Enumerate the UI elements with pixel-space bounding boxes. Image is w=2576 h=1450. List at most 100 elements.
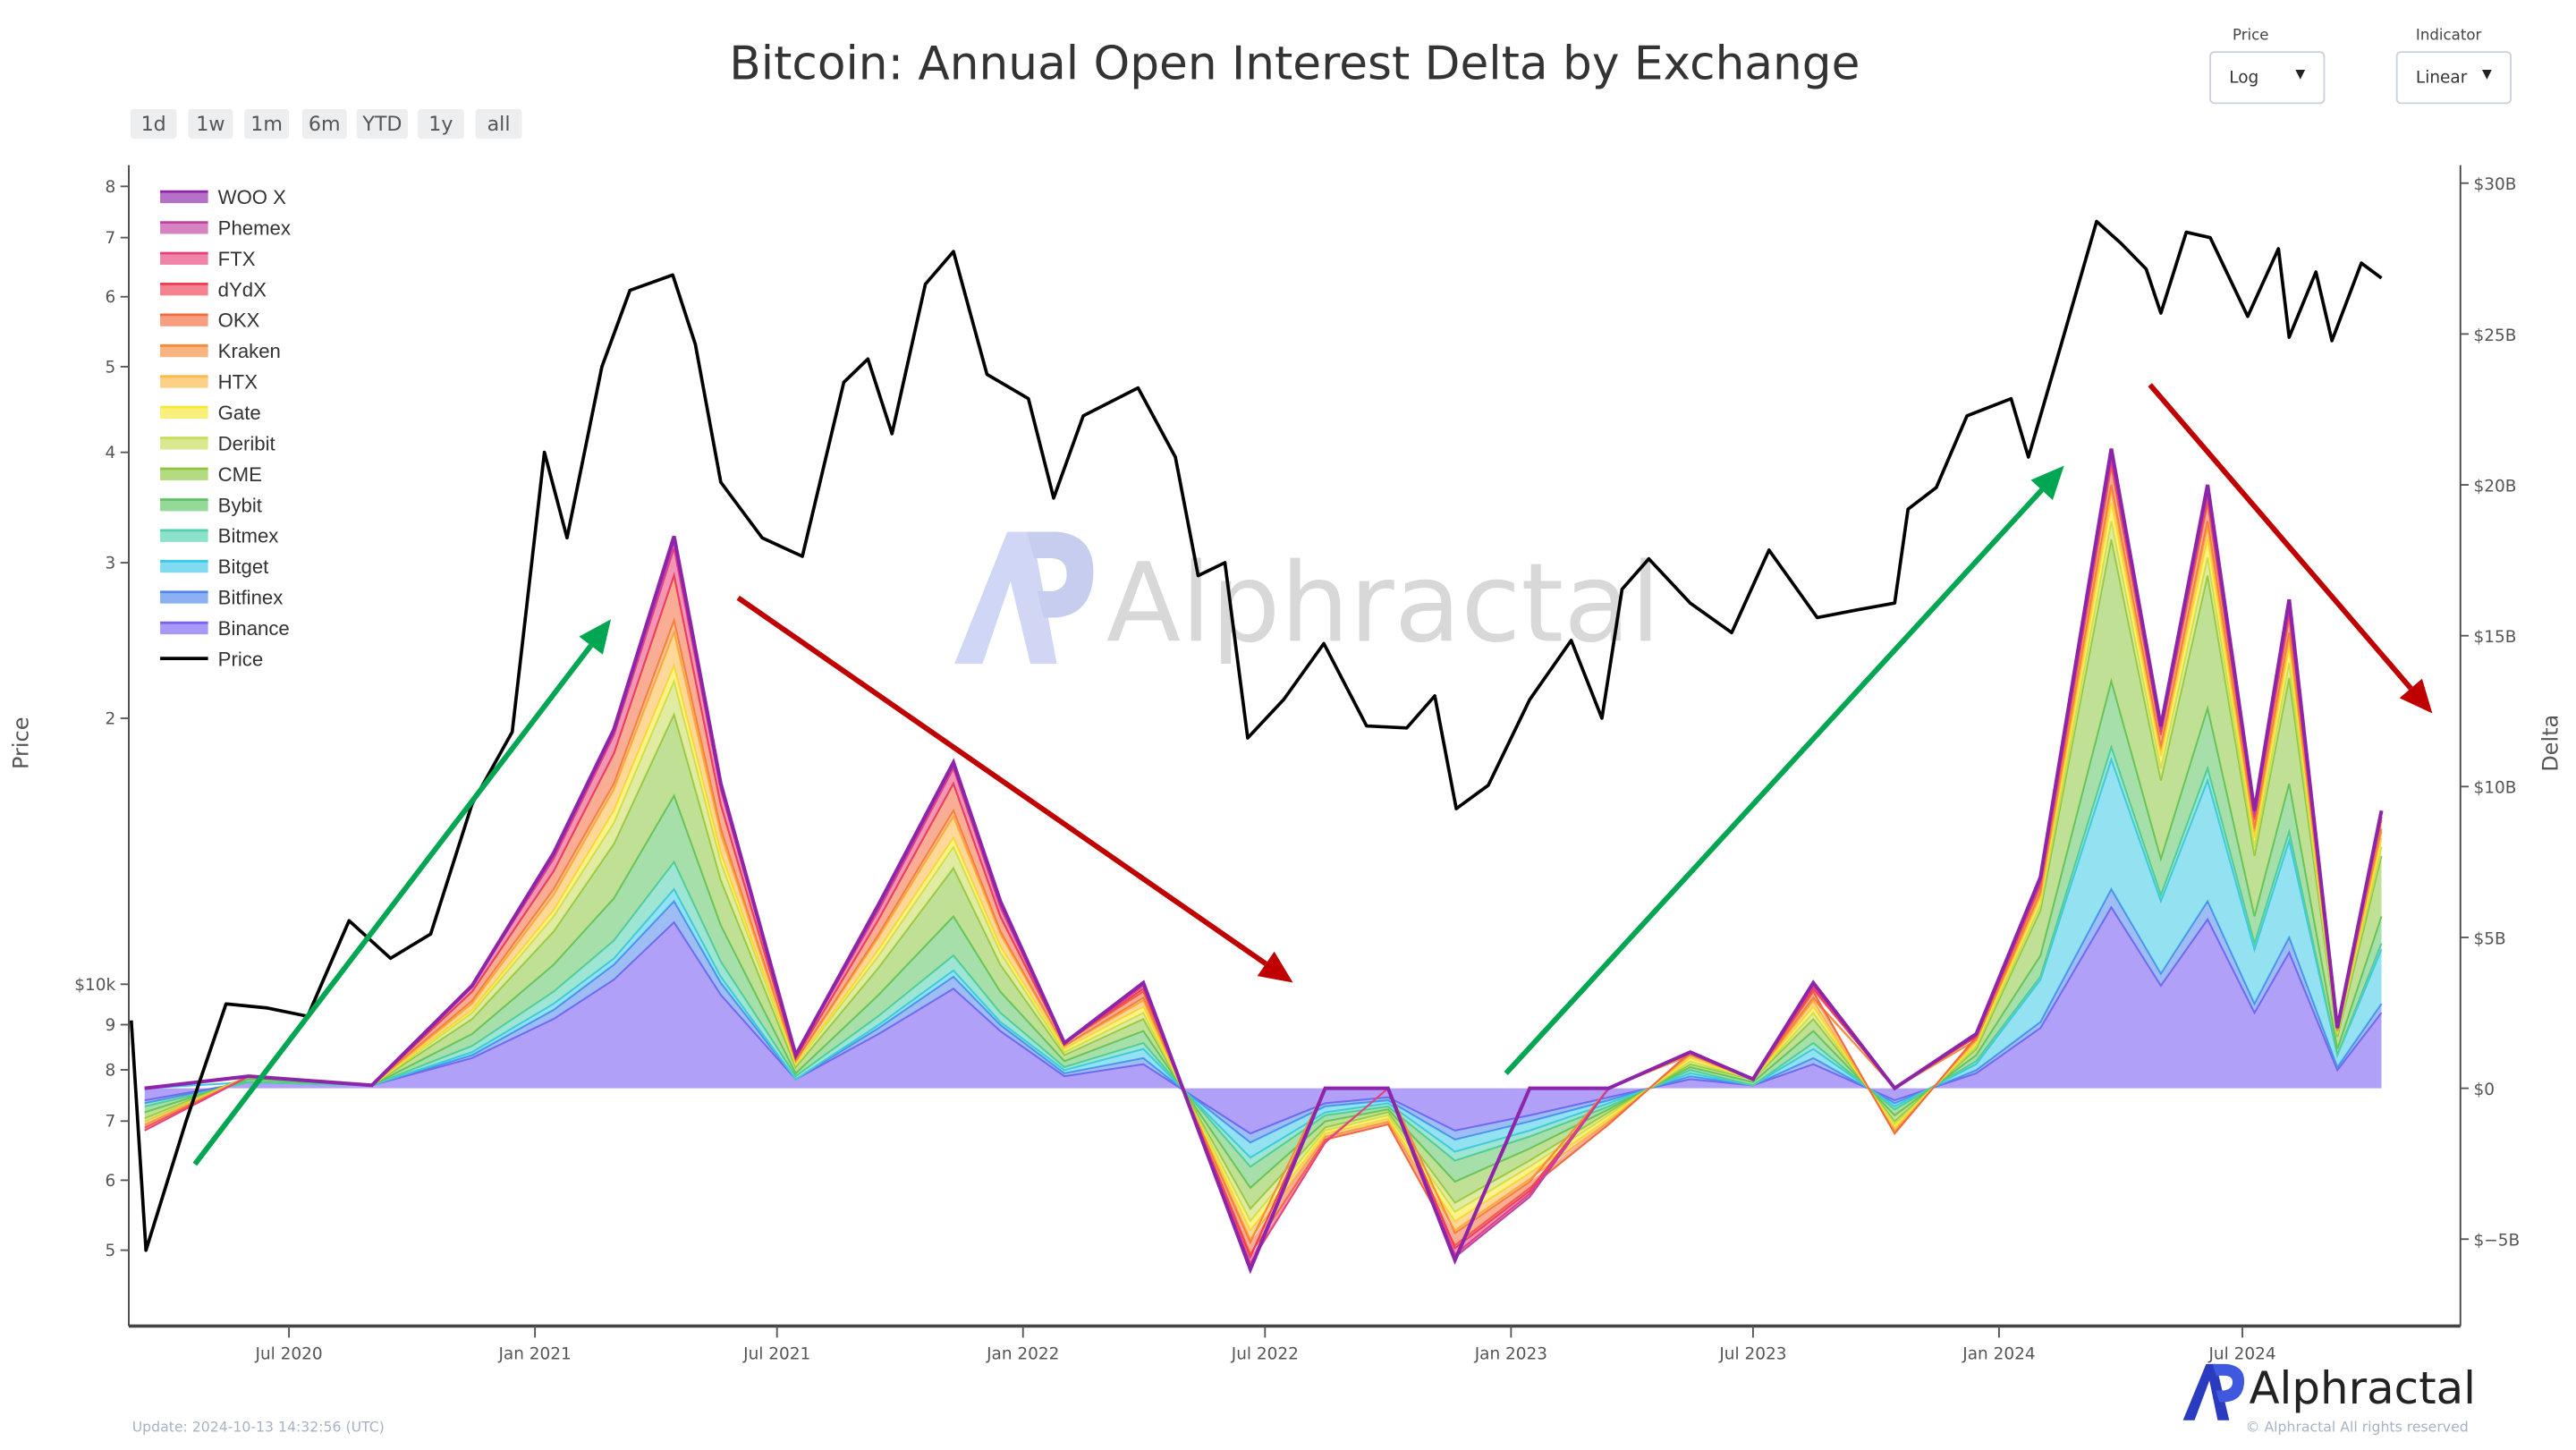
right-tick-label: $20B [2474, 477, 2517, 496]
area-deribit [144, 521, 2382, 1222]
x-tick-label: Jul 2023 [1718, 1344, 1786, 1363]
legend-label: FTX [218, 248, 256, 270]
legend-item-bitget[interactable]: Bitget [160, 555, 268, 578]
area-bitget [144, 759, 2382, 1158]
right-tick-label: $0 [2474, 1081, 2495, 1099]
watermark-logo-p [1027, 531, 1094, 618]
left-tick-label: 9 [105, 1016, 115, 1035]
left-tick-label: 7 [105, 1113, 115, 1132]
legend: WOO X Phemex FTX dYdX OKX Kraken HTX Gate Deribi… [160, 186, 291, 670]
legend-item-bybit[interactable]: Bybit [160, 494, 262, 516]
left-tick-label: 8 [105, 1061, 115, 1080]
legend-swatch [160, 191, 208, 204]
legend-label: dYdX [218, 278, 267, 301]
legend-swatch [160, 591, 208, 604]
left-tick-label: 6 [105, 288, 115, 307]
x-tick-label: Jul 2021 [742, 1344, 810, 1363]
legend-swatch [160, 469, 208, 480]
legend-swatch [160, 499, 208, 512]
left-tick-label: 5 [105, 358, 115, 377]
legend-item-woo-x[interactable]: WOO X [160, 186, 286, 208]
left-tick-label: 7 [105, 229, 115, 248]
stacked-areas [144, 448, 2384, 1275]
price-line [129, 219, 2383, 1252]
legend-swatch [160, 345, 208, 358]
price-scale-value: Log [2229, 69, 2259, 88]
indicator-scale-dropdown[interactable]: Linear ▼ [2395, 51, 2512, 105]
legend-swatch [160, 314, 208, 326]
legend-item-deribit[interactable]: Deribit [160, 432, 275, 454]
down-trend-arrow [2148, 383, 2433, 714]
range-button-1m[interactable]: 1m [244, 108, 290, 140]
watermark: Alphractal [954, 531, 1661, 666]
legend-label: Bitmex [218, 525, 279, 547]
range-button-ytd[interactable]: YTD [356, 108, 408, 140]
footer-brand: Alphractal [2249, 1363, 2477, 1416]
legend-item-cme[interactable]: CME [160, 463, 262, 486]
watermark-logo-a [954, 531, 1057, 665]
x-tick-label: Jul 2022 [1231, 1344, 1299, 1363]
range-button-all[interactable]: all [475, 108, 522, 140]
legend-item-htx[interactable]: HTX [160, 371, 258, 394]
legend-label: Gate [218, 402, 261, 424]
legend-item-dydx[interactable]: dYdX [160, 278, 267, 301]
legend-label: Phemex [218, 216, 291, 239]
legend-item-kraken[interactable]: Kraken [160, 340, 281, 362]
line-bitmex [144, 744, 2383, 1168]
chevron-down-icon: ▼ [2479, 65, 2496, 85]
update-timestamp: Update: 2024-10-13 14:32:56 (UTC) [131, 1420, 385, 1437]
left-tick-label: 3 [105, 555, 115, 573]
right-tick-label: $5B [2474, 929, 2506, 948]
legend-swatch [160, 222, 208, 234]
legend-label: Bitfinex [218, 587, 284, 609]
legend-item-phemex[interactable]: Phemex [160, 216, 291, 239]
left-tick-label: 4 [105, 444, 115, 462]
legend-item-bitmex[interactable]: Bitmex [160, 525, 278, 547]
legend-swatch [160, 623, 208, 635]
legend-label: Bitget [218, 555, 269, 578]
left-axis-title: Price [8, 717, 33, 770]
indicator-scale-label: Indicator [2415, 28, 2482, 45]
legend-item-bitfinex[interactable]: Bitfinex [160, 587, 283, 609]
legend-swatch [160, 253, 208, 265]
left-tick-label: 5 [105, 1242, 115, 1260]
legend-swatch [160, 437, 208, 450]
up-trend-arrow [192, 619, 612, 1166]
right-tick-label: $15B [2474, 628, 2517, 647]
price-scale-dropdown[interactable]: Log ▼ [2209, 51, 2326, 105]
right-tick-label: $25B [2474, 326, 2517, 345]
legend-item-binance[interactable]: Binance [160, 617, 290, 640]
legend-label: HTX [218, 371, 258, 394]
x-tick-label: Jan 2022 [986, 1344, 1059, 1363]
legend-swatch [160, 407, 208, 420]
legend-item-price[interactable]: Price [160, 648, 263, 670]
copyright: © Alphractal All rights reserved [2245, 1420, 2469, 1437]
x-tick-label: Jan 2023 [1474, 1344, 1547, 1363]
range-button-1d[interactable]: 1d [130, 108, 177, 140]
range-button-6m[interactable]: 6m [301, 108, 347, 140]
legend-label: Deribit [218, 432, 275, 454]
legend-label: Binance [218, 617, 290, 640]
legend-item-gate[interactable]: Gate [160, 402, 261, 424]
legend-label: Price [218, 648, 263, 670]
down-trend-arrow [736, 595, 1293, 983]
legend-swatch [160, 376, 208, 388]
legend-item-ftx[interactable]: FTX [160, 248, 256, 270]
x-tick-label: Jul 2020 [255, 1344, 323, 1363]
chart-title: Bitcoin: Annual Open Interest Delta by E… [729, 36, 1860, 91]
legend-label: Bybit [218, 494, 262, 516]
right-tick-label: $30B [2474, 175, 2517, 194]
range-button-1w[interactable]: 1w [188, 108, 233, 140]
line-binance [144, 905, 2383, 1135]
left-tick-label: $10k [74, 976, 115, 995]
legend-label: CME [218, 463, 262, 486]
range-button-1y[interactable]: 1y [418, 108, 464, 140]
right-tick-label: $−5B [2474, 1232, 2521, 1251]
right-tick-label: $10B [2474, 779, 2517, 798]
legend-swatch [160, 530, 208, 542]
legend-label: WOO X [218, 186, 286, 208]
legend-item-okx[interactable]: OKX [160, 310, 260, 332]
indicator-scale-value: Linear [2415, 69, 2468, 88]
